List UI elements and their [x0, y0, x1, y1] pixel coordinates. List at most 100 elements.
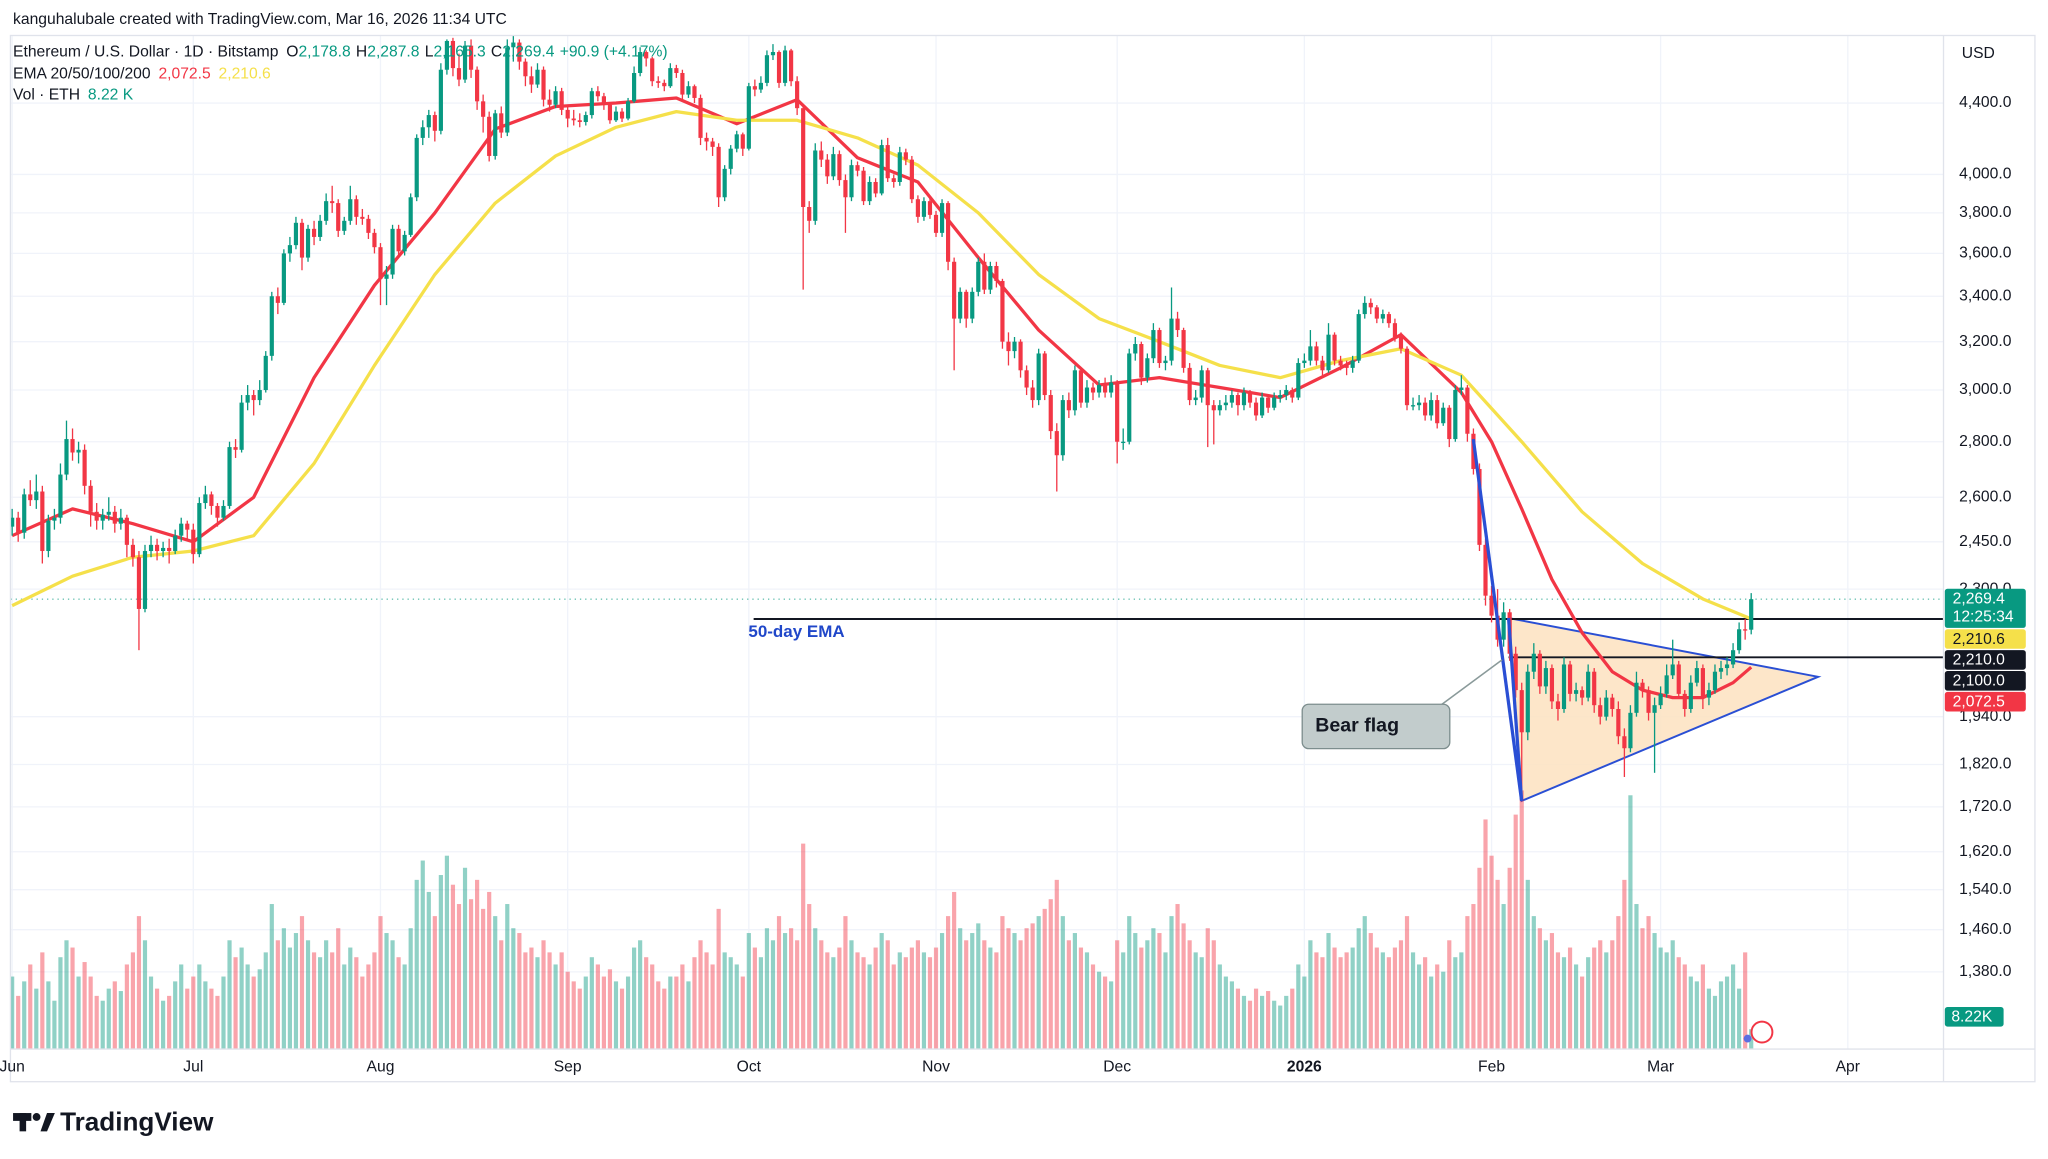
- flagpole: [1471, 438, 1524, 802]
- volume-bar: [1483, 819, 1488, 1050]
- volume-bar: [897, 952, 902, 1050]
- candle-body: [360, 216, 365, 219]
- candle-body: [1006, 341, 1011, 352]
- candle-body: [807, 207, 812, 221]
- volume-bar: [716, 908, 721, 1050]
- volume-bar: [1543, 940, 1548, 1050]
- ohlc-key: C: [491, 44, 502, 61]
- volume-bar: [1495, 879, 1500, 1050]
- candle-body: [1253, 402, 1259, 416]
- volume-bar: [46, 981, 51, 1050]
- candle-body: [1465, 387, 1470, 434]
- candle-body: [921, 201, 927, 217]
- candle-body: [1247, 392, 1253, 403]
- candle-body: [1580, 690, 1585, 698]
- volume-bar: [136, 916, 142, 1050]
- volume-bar: [1435, 964, 1440, 1050]
- volume-bar: [1145, 940, 1150, 1050]
- volume-bar: [299, 916, 305, 1050]
- candle-body: [589, 91, 594, 116]
- candle-body: [100, 514, 105, 521]
- candle-body: [414, 137, 419, 198]
- volume-name: Vol · ETH: [13, 87, 80, 104]
- volume-bar: [450, 884, 456, 1050]
- volume-bar: [734, 964, 739, 1050]
- volume-bar: [740, 976, 745, 1050]
- candle-body: [1241, 392, 1247, 406]
- candle-body: [758, 82, 763, 90]
- candle-body: [88, 485, 93, 512]
- volume-bar: [1580, 976, 1585, 1050]
- logo-stem: [19, 1113, 27, 1132]
- candle-body: [885, 145, 890, 179]
- candle-body: [577, 120, 582, 123]
- x-tick-label: Sep: [554, 1058, 582, 1075]
- y-tick-label: 4,000.0: [1959, 166, 2012, 183]
- candle-body: [1205, 370, 1210, 406]
- volume-bar: [167, 995, 172, 1050]
- candle-body: [1682, 693, 1687, 709]
- volume-bar: [390, 940, 395, 1050]
- candle-body: [1278, 395, 1283, 398]
- candle-body: [541, 69, 546, 100]
- volume-bar: [1598, 940, 1603, 1050]
- volume-bar: [1072, 933, 1077, 1050]
- candle-body: [1561, 664, 1567, 709]
- volume-bar: [831, 957, 836, 1050]
- candle-body: [1380, 314, 1385, 319]
- price-tag-label: 2,210.0: [1953, 652, 2006, 669]
- logo: TradingView: [13, 1106, 214, 1136]
- volume-bar: [885, 940, 890, 1050]
- candle-body: [1217, 405, 1222, 411]
- volume-bar: [1682, 964, 1687, 1050]
- volume-tag: [1944, 1006, 2004, 1027]
- volume-bar: [921, 952, 927, 1050]
- candle-body: [336, 203, 341, 231]
- volume-bar: [462, 867, 468, 1050]
- volume-bar: [1169, 916, 1174, 1050]
- volume-bar: [1308, 940, 1313, 1050]
- candle-body: [855, 165, 860, 171]
- candle-body: [275, 296, 280, 303]
- candle-body: [795, 81, 800, 109]
- volume-bar: [130, 952, 136, 1050]
- volume-bar: [819, 940, 824, 1050]
- volume-bar: [813, 928, 818, 1050]
- volume-bar: [100, 1000, 105, 1050]
- volume-bar: [782, 933, 788, 1050]
- volume-bar: [867, 964, 872, 1050]
- volume-bar: [1054, 879, 1059, 1050]
- volume-bar: [402, 964, 407, 1050]
- volume-bar: [1000, 916, 1005, 1050]
- candle-body: [1586, 671, 1591, 698]
- volume-bar: [257, 969, 262, 1050]
- ohlc-value: 2,178.8: [298, 44, 351, 61]
- volume-bar: [1537, 928, 1542, 1050]
- candle-body: [239, 402, 244, 450]
- candle-body: [402, 234, 407, 252]
- candle-body: [354, 199, 359, 217]
- volume-bar: [233, 957, 238, 1050]
- volume-bar: [1127, 916, 1132, 1050]
- volume-bar: [861, 957, 866, 1050]
- candle-body: [130, 544, 136, 558]
- volume-bar: [1115, 940, 1120, 1050]
- candle-body: [1151, 330, 1156, 359]
- ohlc-key: L: [425, 44, 434, 61]
- volume-bar: [970, 933, 975, 1050]
- candle-body: [782, 50, 788, 83]
- candle-body: [1109, 382, 1114, 393]
- candle-body: [1054, 431, 1059, 456]
- candle-body: [118, 517, 123, 524]
- volume-bar: [1573, 964, 1579, 1050]
- candle-body: [1235, 395, 1241, 406]
- candle-body: [698, 97, 703, 138]
- candle-body: [976, 261, 981, 292]
- price-tag: [1944, 629, 2026, 649]
- candle-body: [1598, 705, 1603, 717]
- volume-bar: [952, 891, 957, 1050]
- candle-body: [1193, 397, 1198, 401]
- candle-body: [970, 291, 975, 319]
- candle-body: [1133, 344, 1138, 354]
- volume-bar: [933, 947, 939, 1050]
